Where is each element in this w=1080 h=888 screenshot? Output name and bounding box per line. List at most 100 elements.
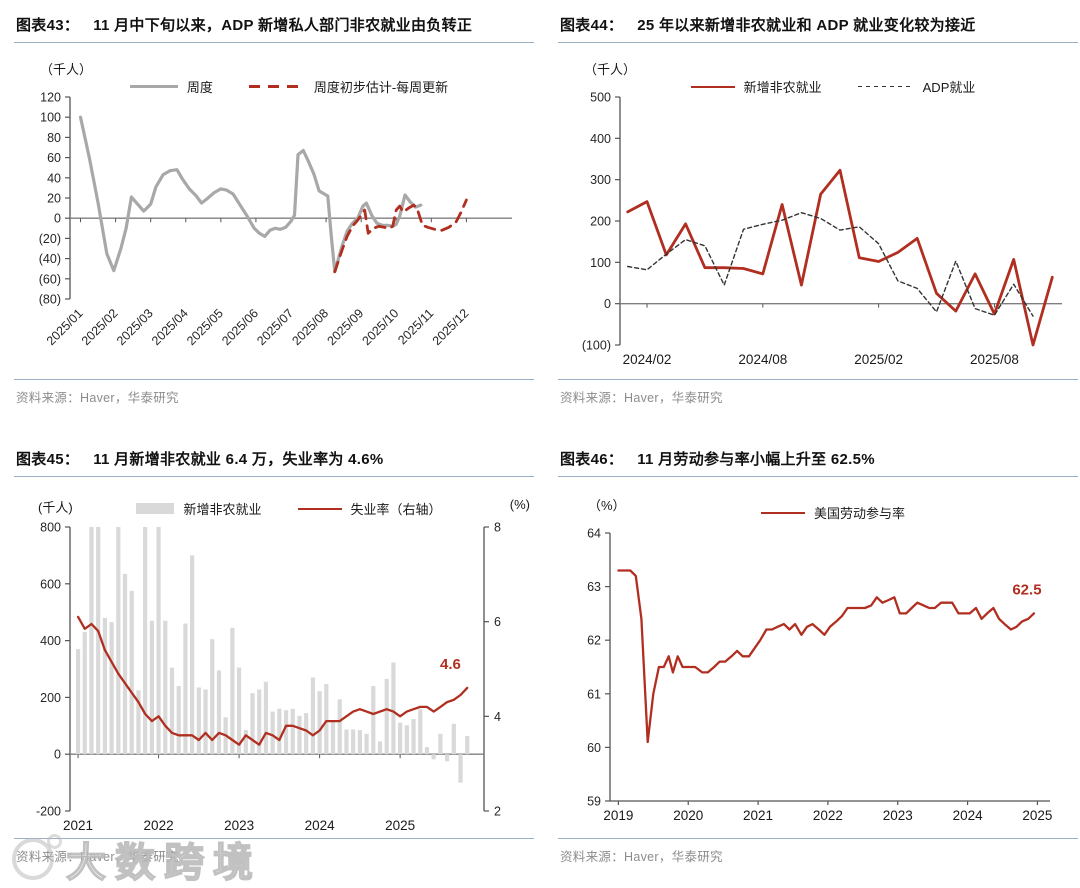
figure-43-title-text: 11 月中下旬以来，ADP 新增私人部门非农就业由负转正 bbox=[93, 17, 473, 34]
svg-text:-200: -200 bbox=[36, 805, 61, 819]
figure-45-plot: 800 600 400 200 0 -200 8 6 4 2 2021 2022 2023 2024 202… bbox=[36, 521, 501, 834]
gray-bar-swatch-icon bbox=[136, 503, 175, 514]
figure-46-source: 资料来源：Haver，华泰研究 bbox=[558, 838, 1078, 865]
svg-text:(80): (80) bbox=[39, 293, 61, 307]
svg-text:60: 60 bbox=[47, 151, 61, 165]
svg-text:2025/06: 2025/06 bbox=[219, 306, 261, 348]
red-line-swatch-icon bbox=[760, 511, 805, 514]
svg-text:2025/12: 2025/12 bbox=[430, 306, 472, 348]
svg-text:2025/08: 2025/08 bbox=[289, 306, 331, 348]
svg-text:64: 64 bbox=[587, 527, 601, 541]
red-dashed-line-swatch-icon bbox=[248, 84, 305, 89]
legend-item-weekly-estimate: 周度初步估计-每周更新 bbox=[248, 77, 448, 96]
legend-item-participation: 美国劳动参与率 bbox=[760, 503, 905, 522]
figure-46-chart: （%） 美国劳动参与率 64 63 62 61 60 59 2019 2020 2021 2022… bbox=[558, 481, 1078, 836]
red-line-swatch-icon bbox=[297, 507, 342, 510]
svg-text:20: 20 bbox=[47, 192, 61, 206]
svg-text:60: 60 bbox=[587, 741, 601, 755]
figure-44-legend: 新增非农就业 ADP就业 bbox=[598, 77, 1068, 96]
figure-45-title-text: 11 月新增非农就业 6.4 万，失业率为 4.6% bbox=[93, 451, 384, 468]
figure-43-legend: 周度 周度初步估计-每周更新 bbox=[54, 77, 524, 96]
figure-43-label: 图表43： bbox=[16, 17, 80, 34]
svg-text:6: 6 bbox=[494, 615, 501, 629]
figure-46-panel: 图表46： 11 月劳动参与率小幅上升至 62.5% （%） 美国劳动参与率 64… bbox=[558, 446, 1078, 865]
figure-46-unit-left: （%） bbox=[588, 498, 626, 513]
svg-text:0: 0 bbox=[54, 748, 61, 762]
svg-text:2025/04: 2025/04 bbox=[149, 306, 191, 348]
svg-text:2025/01: 2025/01 bbox=[44, 306, 86, 348]
svg-text:100: 100 bbox=[40, 111, 61, 125]
svg-text:0: 0 bbox=[604, 297, 611, 311]
svg-text:800: 800 bbox=[40, 521, 61, 535]
legend-label: 失业率（右轴） bbox=[350, 502, 442, 517]
figure-44-title-text: 25 年以来新增非农就业和 ADP 就业变化较为接近 bbox=[637, 17, 976, 34]
svg-text:2022: 2022 bbox=[813, 808, 843, 823]
svg-text:2025/09: 2025/09 bbox=[324, 306, 366, 348]
svg-text:2021: 2021 bbox=[743, 808, 773, 823]
svg-text:2025/02: 2025/02 bbox=[854, 352, 903, 367]
figure-43-source: 资料来源：Haver，华泰研究 bbox=[14, 379, 534, 406]
svg-text:2025: 2025 bbox=[385, 818, 415, 833]
svg-text:200: 200 bbox=[590, 215, 611, 229]
svg-text:2025/05: 2025/05 bbox=[184, 306, 226, 348]
svg-text:2023: 2023 bbox=[224, 818, 254, 833]
svg-text:2024: 2024 bbox=[305, 818, 336, 833]
svg-text:63: 63 bbox=[587, 580, 601, 594]
svg-text:200: 200 bbox=[40, 691, 61, 705]
svg-text:2025/03: 2025/03 bbox=[114, 306, 156, 348]
legend-label: 新增非农就业 bbox=[183, 502, 262, 517]
red-line-swatch-icon bbox=[690, 85, 735, 88]
svg-text:8: 8 bbox=[494, 521, 501, 535]
figure-44-plot: 500 400 300 200 100 0 (100) 2024/02 2024/08 2025/… bbox=[582, 91, 1062, 367]
svg-text:2022: 2022 bbox=[144, 818, 174, 833]
svg-text:2: 2 bbox=[494, 805, 501, 819]
figure-45-chart: (千人) (%) 新增非农就业 失业率（右轴） 800 600 400 200 0 -20… bbox=[14, 481, 534, 836]
svg-text:40: 40 bbox=[47, 171, 61, 185]
svg-text:2025: 2025 bbox=[1022, 808, 1052, 823]
legend-item-weekly: 周度 bbox=[129, 77, 213, 96]
svg-text:(60): (60) bbox=[39, 272, 61, 286]
legend-item-nonfarm-bars: 新增非农就业 bbox=[136, 499, 262, 518]
svg-text:100: 100 bbox=[590, 256, 611, 270]
legend-label: 美国劳动参与率 bbox=[813, 506, 905, 521]
svg-text:2021: 2021 bbox=[63, 818, 93, 833]
figure-45-unit-right: (%) bbox=[509, 497, 530, 512]
figure-45-legend: 新增非农就业 失业率（右轴） bbox=[54, 499, 524, 518]
svg-text:400: 400 bbox=[40, 634, 61, 648]
figure-44-source: 资料来源：Haver，华泰研究 bbox=[558, 379, 1078, 406]
figure-45-source: 资料来源：Haver，华泰研究 bbox=[14, 838, 534, 865]
svg-text:500: 500 bbox=[590, 91, 611, 105]
figure-43-panel: 图表43： 11 月中下旬以来，ADP 新增私人部门非农就业由负转正 （千人） 周… bbox=[14, 12, 534, 406]
legend-label: 周度 bbox=[186, 80, 213, 95]
svg-text:(100): (100) bbox=[582, 339, 611, 353]
svg-text:2023: 2023 bbox=[883, 808, 913, 823]
svg-text:600: 600 bbox=[40, 577, 61, 591]
svg-text:4.6: 4.6 bbox=[440, 656, 461, 673]
figure-46-title-text: 11 月劳动参与率小幅上升至 62.5% bbox=[637, 451, 875, 468]
svg-text:2025/10: 2025/10 bbox=[360, 306, 402, 348]
svg-text:2019: 2019 bbox=[603, 808, 633, 823]
svg-text:2025/07: 2025/07 bbox=[254, 306, 296, 348]
svg-text:4: 4 bbox=[494, 710, 501, 724]
svg-text:80: 80 bbox=[47, 131, 61, 145]
svg-text:300: 300 bbox=[590, 173, 611, 187]
svg-text:2024/02: 2024/02 bbox=[623, 352, 672, 367]
black-dotted-line-swatch-icon bbox=[857, 85, 914, 88]
svg-text:2024/08: 2024/08 bbox=[738, 352, 787, 367]
svg-text:(40): (40) bbox=[39, 252, 61, 266]
svg-text:(20): (20) bbox=[39, 232, 61, 246]
svg-text:2024: 2024 bbox=[953, 808, 984, 823]
figure-46-legend: 美国劳动参与率 bbox=[598, 503, 1068, 522]
figure-44-panel: 图表44： 25 年以来新增非农就业和 ADP 就业变化较为接近 （千人） 新增非… bbox=[558, 12, 1078, 406]
figure-44-label: 图表44： bbox=[560, 17, 624, 34]
figure-43-title: 图表43： 11 月中下旬以来，ADP 新增私人部门非农就业由负转正 bbox=[14, 12, 534, 43]
legend-item-nonfarm: 新增非农就业 bbox=[690, 77, 822, 96]
svg-text:2020: 2020 bbox=[673, 808, 703, 823]
charts-grid: 图表43： 11 月中下旬以来，ADP 新增私人部门非农就业由负转正 （千人） 周… bbox=[14, 12, 1078, 865]
figure-43-unit-left: （千人） bbox=[40, 62, 93, 77]
legend-item-adp: ADP就业 bbox=[857, 77, 975, 96]
figure-45-panel: 图表45： 11 月新增非农就业 6.4 万，失业率为 4.6% (千人) (%)… bbox=[14, 446, 534, 865]
legend-label: 新增非农就业 bbox=[743, 80, 822, 95]
